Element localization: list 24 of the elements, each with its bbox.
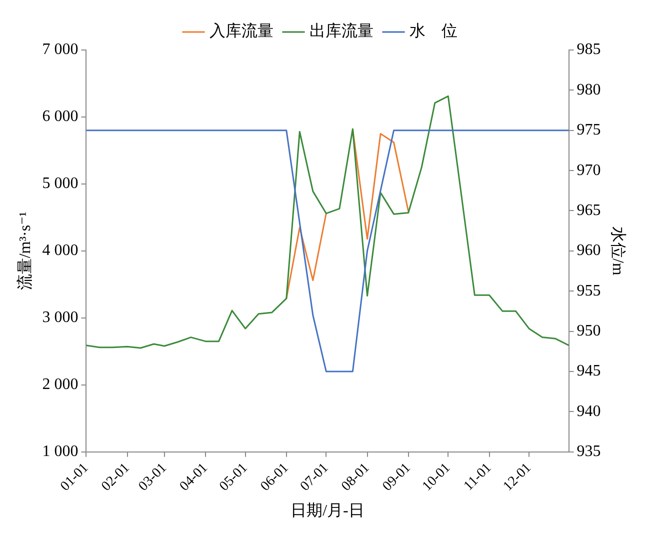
y2-tick-label: 950 — [576, 322, 601, 340]
y2-tick-label: 955 — [576, 282, 601, 300]
legend-label: 入库流量 — [210, 22, 274, 40]
y-tick-label: 3 000 — [42, 309, 78, 326]
y-tick-label: 2 000 — [42, 376, 78, 394]
y2-tick-label: 985 — [576, 41, 601, 58]
y2-tick-label: 940 — [576, 402, 601, 420]
legend-label: 出库流量 — [310, 22, 374, 40]
y-axis-title: 流量/m³·s⁻¹ — [16, 211, 34, 290]
y2-tick-label: 980 — [576, 81, 601, 98]
y-tick-label: 7 000 — [42, 41, 78, 58]
y2-axis-title: 水位/m — [609, 226, 628, 276]
y-tick-label: 6 000 — [42, 108, 78, 126]
x-axis-title: 日期/月-日 — [290, 502, 364, 520]
y2-tick-label: 960 — [576, 242, 601, 260]
y2-tick-label: 975 — [576, 122, 601, 139]
legend-label: 水 位 — [410, 22, 458, 40]
y-tick-label: 4 000 — [42, 242, 78, 260]
y2-tick-label: 965 — [576, 202, 601, 219]
y2-tick-label: 935 — [576, 443, 601, 460]
y-tick-label: 1 000 — [42, 443, 78, 460]
y-tick-label: 5 000 — [42, 175, 78, 192]
y2-tick-label: 945 — [576, 362, 601, 380]
y2-tick-label: 970 — [576, 162, 601, 179]
